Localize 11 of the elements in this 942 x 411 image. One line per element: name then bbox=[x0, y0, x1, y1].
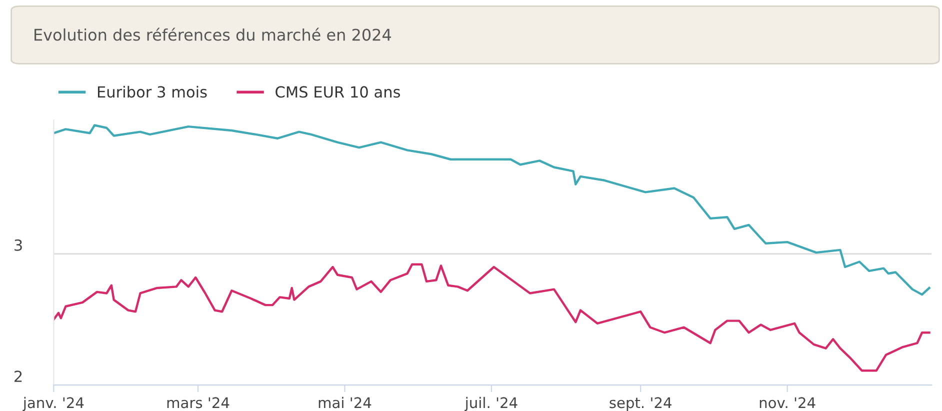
legend-label: CMS EUR 10 ans bbox=[276, 86, 400, 98]
x-tick-label: sept. '24 bbox=[610, 397, 672, 411]
x-tick-label: nov. '24 bbox=[760, 397, 816, 408]
x-tick-label: juil. '24 bbox=[464, 396, 518, 411]
y-tick-label: 3 bbox=[14, 239, 22, 251]
chart-title: Evolution des références du marché en 2024 bbox=[34, 28, 392, 41]
x-tick-label: mai '24 bbox=[318, 396, 372, 408]
y-tick-label: 2 bbox=[14, 370, 22, 382]
x-tick-label: janv. '24 bbox=[22, 396, 84, 411]
x-tick-label: mars '24 bbox=[167, 397, 230, 408]
legend-label: Euribor 3 mois bbox=[98, 86, 207, 98]
